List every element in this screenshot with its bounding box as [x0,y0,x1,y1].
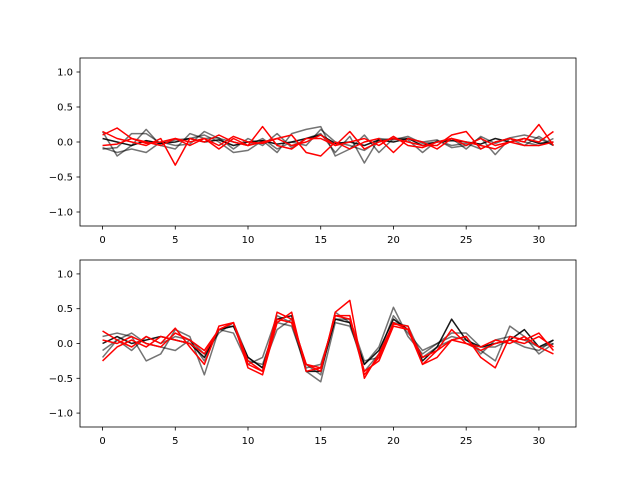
bottom-y-tick-label: 0.0 [57,339,73,350]
top-series-line-3 [102,128,554,154]
top-y-tick-label: −1.0 [49,208,73,219]
bottom-x-tick-label: 30 [533,436,546,447]
top-subplot-x-ticks: 0 5 10 15 20 25 30 [99,226,545,246]
top-subplot: 0 5 10 15 20 25 30 −1.0 −0.5 0.0 0.5 1.0 [49,57,577,246]
bottom-subplot-x-ticks: 0 5 10 15 20 25 30 [99,427,545,447]
bottom-subplot-series [101,299,555,383]
bottom-x-tick-label: 10 [242,436,255,447]
bottom-subplot-y-ticks: −1.0 −0.5 0.0 0.5 1.0 [49,269,80,420]
top-x-tick-label: 20 [387,235,400,246]
bottom-y-tick-label: 0.5 [57,304,73,315]
top-series-line-5 [102,123,555,166]
bottom-y-tick-label: −0.5 [49,374,73,385]
top-x-tick-label: 30 [533,235,546,246]
top-subplot-series [101,123,555,166]
bottom-x-tick-label: 15 [314,436,327,447]
top-series-line-4 [102,134,554,147]
top-y-tick-label: 0.0 [57,138,73,149]
top-y-tick-label: −0.5 [49,173,73,184]
top-x-tick-label: 5 [172,235,178,246]
top-x-tick-label: 0 [99,235,105,246]
top-x-tick-label: 10 [242,235,255,246]
bottom-x-tick-label: 5 [172,436,178,447]
top-subplot-y-ticks: −1.0 −0.5 0.0 0.5 1.0 [49,68,80,219]
bottom-series-line-7 [102,314,554,373]
bottom-subplot: 0 5 10 15 20 25 30 −1.0 −0.5 0.0 0.5 1.0 [49,259,577,447]
top-x-tick-label: 25 [460,235,473,246]
bottom-x-tick-label: 0 [99,436,105,447]
top-series-line-7 [102,134,554,149]
bottom-x-tick-label: 25 [460,436,473,447]
bottom-y-tick-label: −1.0 [49,409,73,420]
bottom-y-tick-label: 1.0 [57,269,73,280]
top-y-tick-label: 0.5 [57,103,73,114]
top-x-tick-label: 15 [314,235,327,246]
bottom-x-tick-label: 20 [387,436,400,447]
top-y-tick-label: 1.0 [57,68,73,79]
